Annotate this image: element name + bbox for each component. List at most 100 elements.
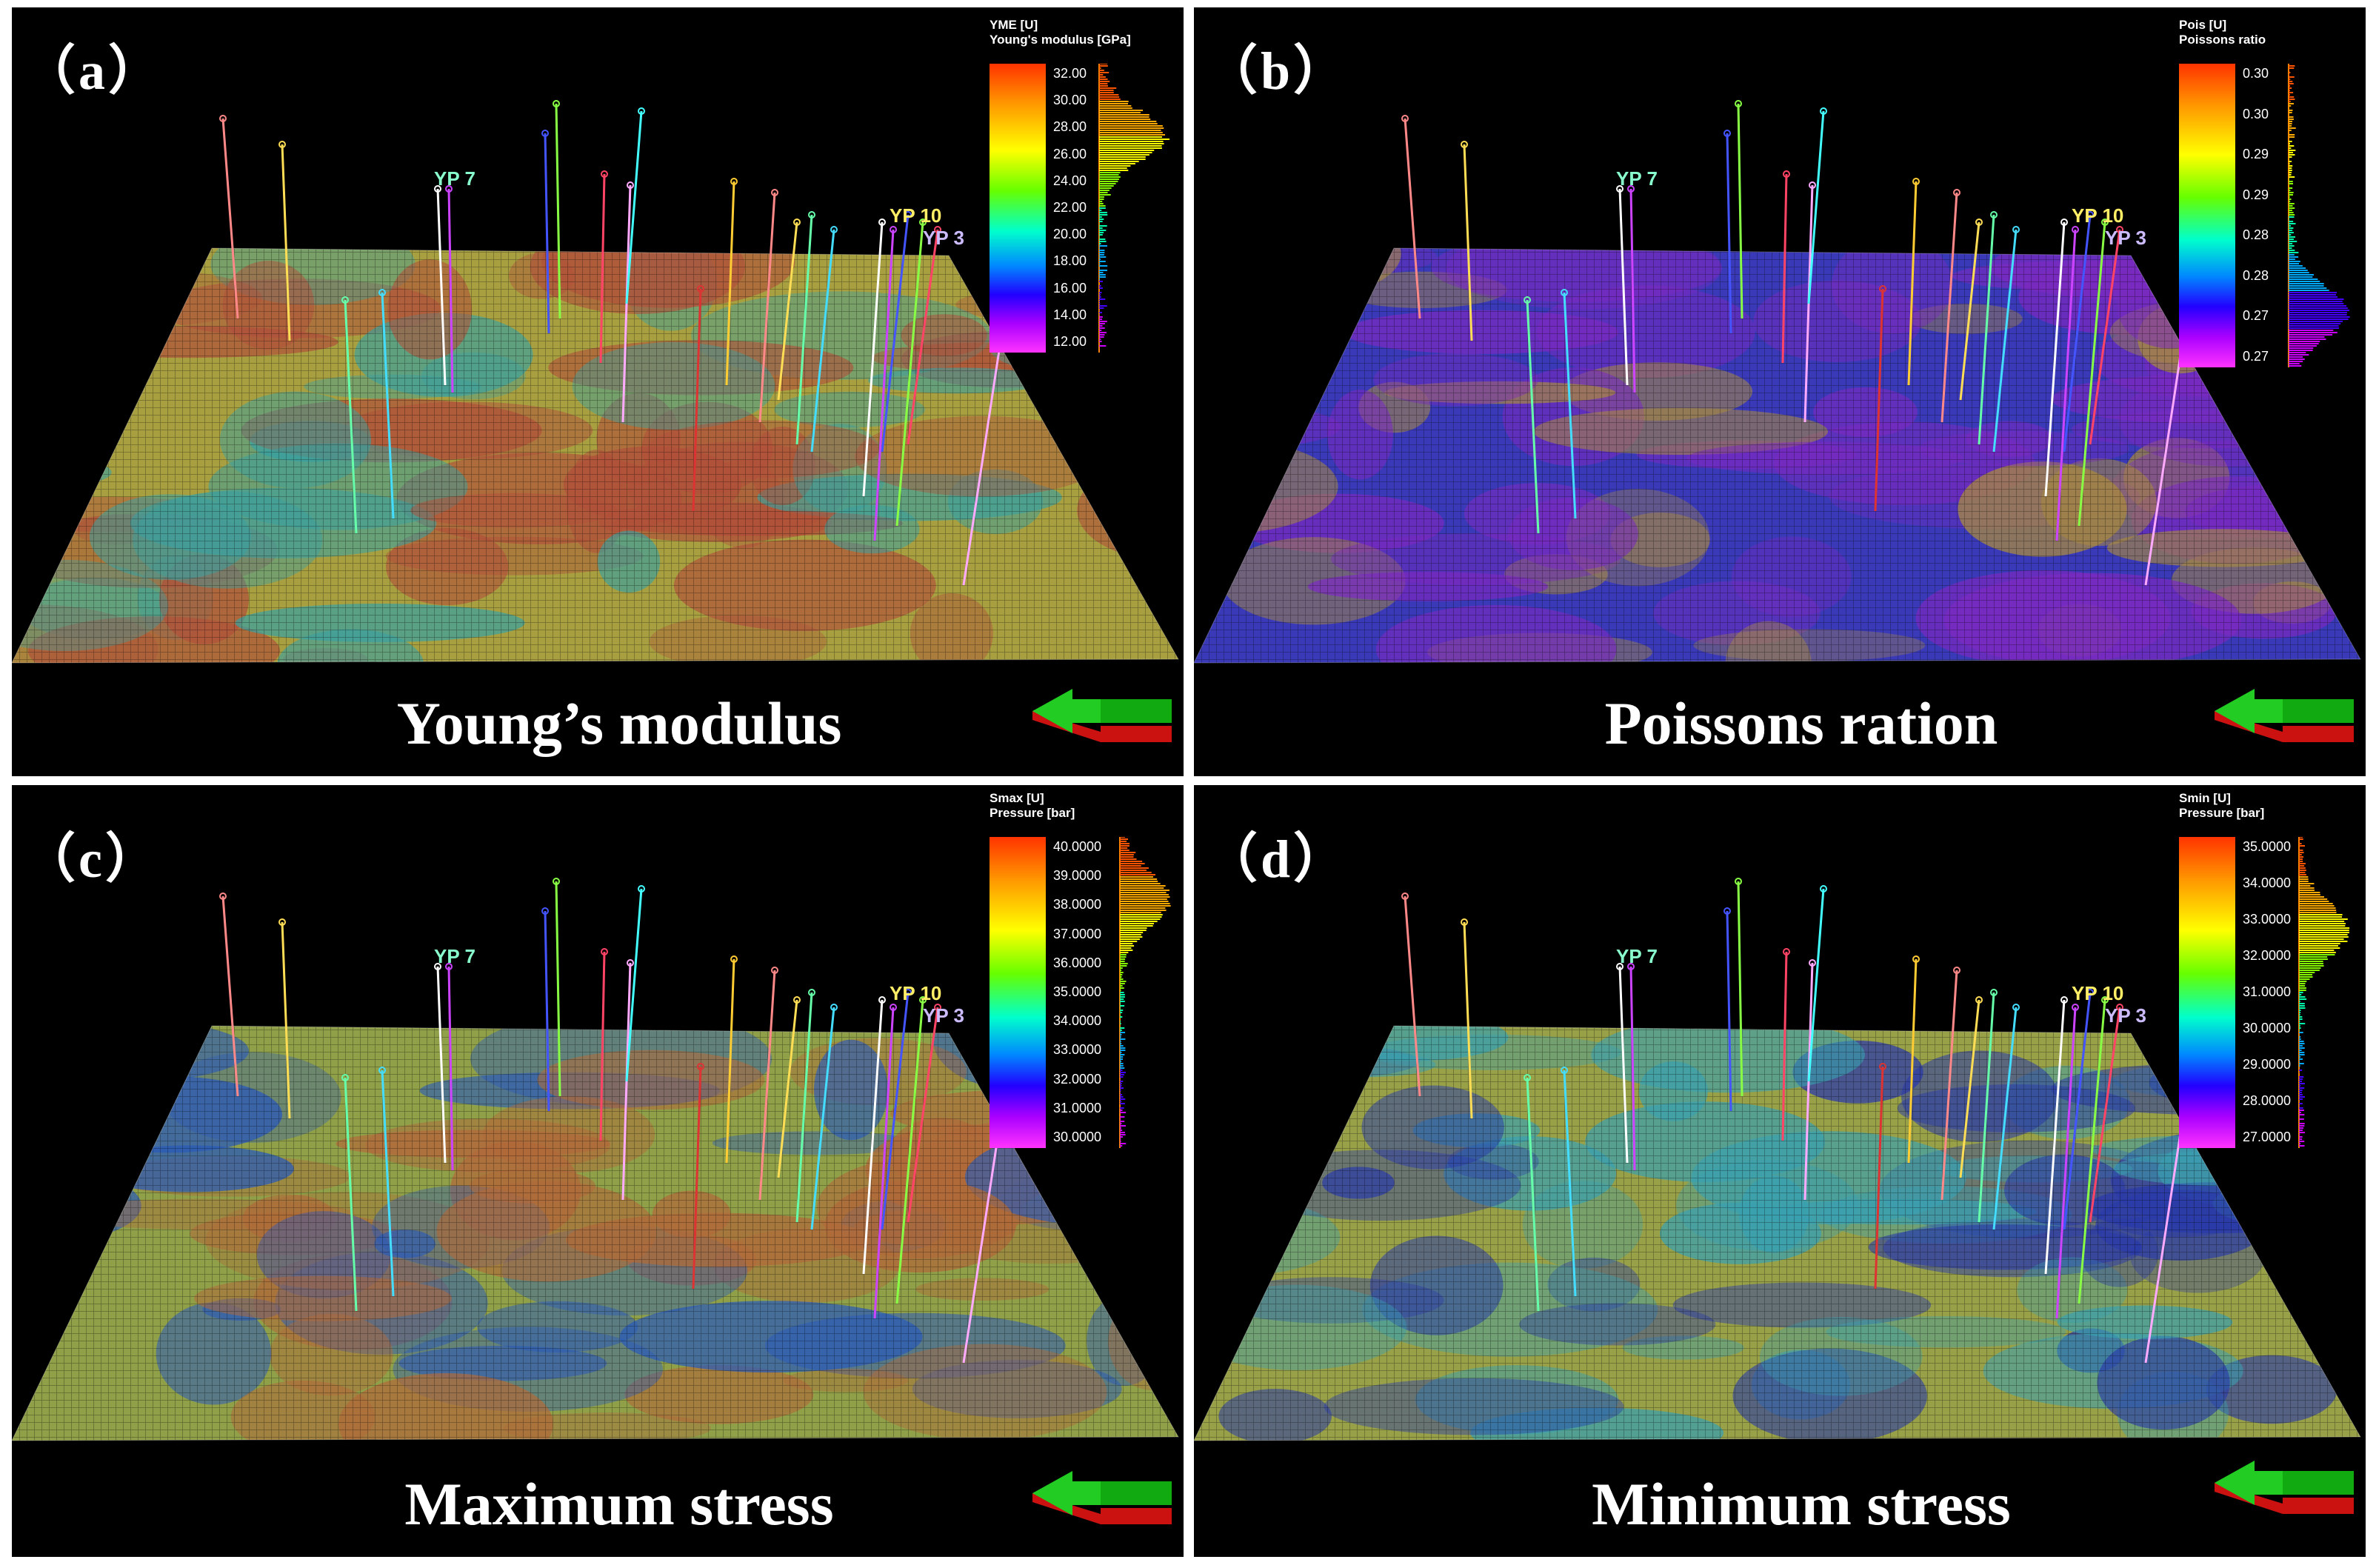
well-head-icon	[934, 226, 941, 233]
well-head-icon	[1735, 100, 1742, 107]
well-path	[795, 214, 813, 445]
legend-subtitle: Pressure [bar]	[2179, 806, 2265, 820]
legend-tick-label: 0.28	[2243, 227, 2269, 243]
well-head-icon	[541, 907, 549, 915]
well-path	[1737, 881, 1743, 1097]
well-label: YP 10	[2072, 982, 2123, 1004]
well-head-icon	[1616, 185, 1624, 193]
well-label: YP 7	[434, 167, 475, 190]
well-path	[2089, 1007, 2121, 1223]
legend-tick-label: 30.0000	[2243, 1021, 2292, 1035]
legend-title: Smin [U]	[2179, 791, 2231, 805]
well-head-icon	[808, 211, 815, 218]
legend-tick-label: 0.29	[2243, 147, 2269, 162]
legend-tick-label: 0.27	[2243, 349, 2269, 364]
orientation-arrow-icon	[1032, 1471, 1172, 1524]
legend-tick-label: 20.00	[1053, 227, 1087, 242]
well-head-icon	[1561, 289, 1568, 296]
legend-tick-label: 24.00	[1053, 173, 1087, 188]
well-path	[221, 895, 239, 1097]
well-path	[2063, 992, 2092, 1230]
well-path	[1404, 895, 1421, 1097]
well-head-icon	[2060, 996, 2068, 1004]
well-path	[2144, 340, 2184, 586]
well-path	[1940, 192, 1958, 423]
well-path	[1907, 958, 1918, 1164]
well-path	[881, 992, 910, 1230]
well-path	[1992, 1007, 2018, 1230]
well-path	[907, 229, 939, 445]
legend-tick-label: 32.00	[1053, 66, 1087, 81]
panel-caption: Young’s modulus	[396, 690, 842, 757]
property-patch	[1227, 275, 1292, 348]
well-path	[555, 103, 561, 319]
well-head-icon	[878, 218, 886, 226]
well-head-icon	[278, 918, 286, 926]
well-head-icon	[1723, 130, 1731, 137]
well-path	[725, 958, 735, 1164]
color-scale-bar	[2179, 837, 2235, 1148]
legend-tick-label: 36.0000	[1053, 955, 1102, 970]
well-path	[555, 881, 561, 1097]
well-path	[381, 292, 395, 519]
legend-subtitle: Pressure [bar]	[990, 806, 1075, 820]
well-label: YP 10	[2072, 204, 2123, 227]
panel-letter: （c）	[22, 830, 161, 889]
legend-tick-label: 33.0000	[2243, 912, 2292, 927]
property-patch	[2227, 1170, 2360, 1239]
legend-tick-label: 37.0000	[1053, 926, 1102, 941]
well-path	[544, 133, 550, 334]
well-head-icon	[278, 141, 286, 148]
legend-tick-label: 34.0000	[1053, 1013, 1102, 1029]
well-head-icon	[771, 189, 778, 196]
well-path	[1526, 1077, 1540, 1312]
well-path	[2044, 999, 2066, 1275]
well-path	[1629, 188, 1636, 393]
legend-title: YME [U]	[990, 18, 1038, 32]
well-head-icon	[890, 226, 897, 233]
well-head-icon	[697, 285, 704, 293]
well-path	[1781, 951, 1788, 1141]
panel-d: YP 7 YP 10 YP 3 （d） Smin [U] Pressure [bar…	[1194, 785, 2366, 1557]
well-head-icon	[793, 218, 801, 226]
well-path	[873, 229, 895, 541]
well-head-icon	[1561, 1067, 1568, 1074]
legend-tick-label: 0.30	[2243, 106, 2269, 121]
well-head-icon	[341, 1074, 349, 1081]
well-head-icon	[627, 959, 634, 967]
value-histogram	[1098, 64, 1170, 353]
well-label: YP 3	[2105, 227, 2146, 249]
well-path	[692, 288, 702, 512]
well-path	[2078, 221, 2106, 527]
well-path	[1781, 173, 1788, 364]
well-path	[1726, 133, 1732, 334]
well-head-icon	[904, 211, 912, 218]
well-head-icon	[697, 1063, 704, 1070]
property-patch	[12, 458, 112, 487]
well-head-icon	[1461, 141, 1468, 148]
well-head-icon	[434, 963, 441, 970]
well-head-icon	[627, 181, 634, 189]
legend-tick-label: 28.00	[1053, 119, 1087, 135]
color-legend: YME [U] Young's modulus [GPa] 32.00 30.00…	[990, 18, 1175, 366]
orientation-arrow-icon	[2215, 1461, 2354, 1514]
well-head-icon	[1953, 189, 1960, 196]
value-histogram	[2288, 64, 2350, 367]
well-head-icon	[2072, 226, 2079, 233]
panel-letter: （b）	[1204, 41, 1350, 101]
property-patch	[1109, 447, 1178, 482]
color-scale-bar	[2179, 64, 2235, 367]
well-path	[873, 1007, 895, 1319]
well-path	[2078, 999, 2106, 1304]
well-path	[795, 992, 813, 1223]
well-head-icon	[830, 1004, 838, 1011]
well-head-icon	[2101, 996, 2109, 1004]
well-path	[1737, 103, 1743, 319]
panel-c: YP 7 YP 10 YP 3 （c） Smax [U] Pressure [bar…	[12, 785, 1184, 1557]
color-legend: Smin [U] Pressure [bar] 35.0000 34.0000 33…	[2179, 791, 2357, 1161]
well-path	[281, 921, 291, 1119]
legend-subtitle: Young's modulus [GPa]	[990, 33, 1131, 47]
